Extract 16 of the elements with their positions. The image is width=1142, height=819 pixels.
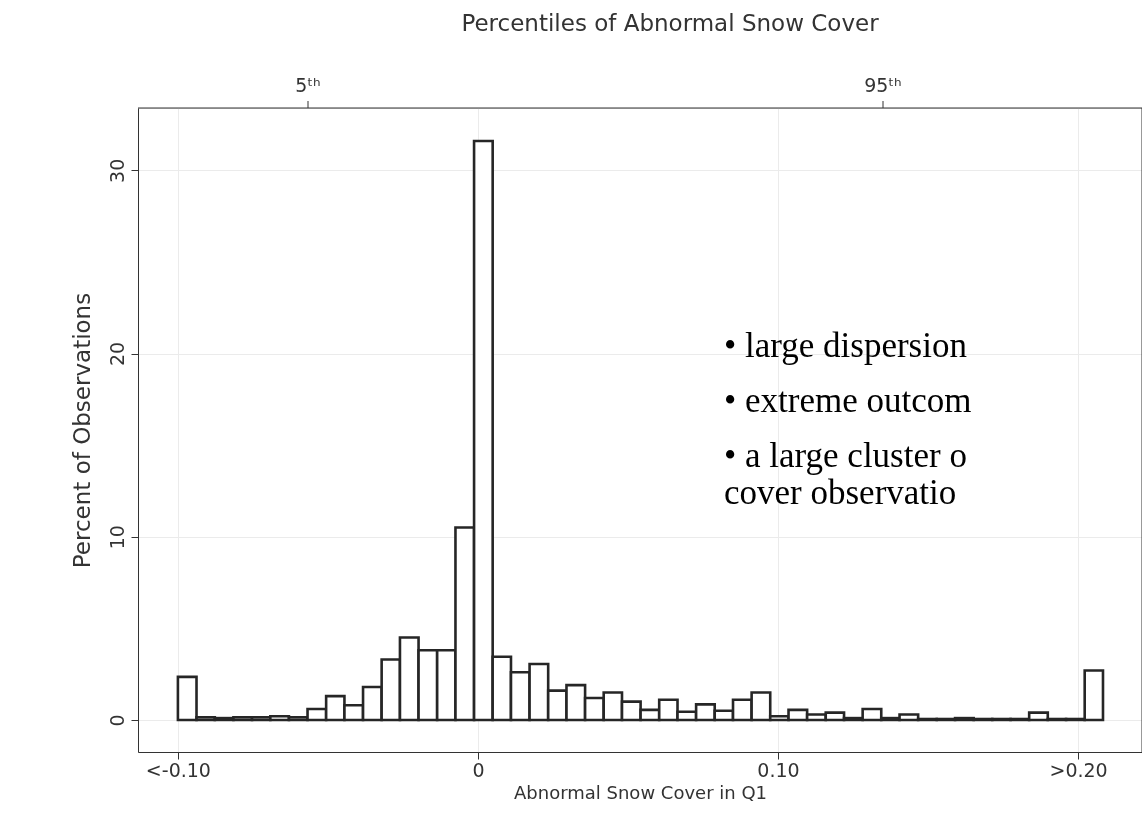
text: 95ᵗʰ (864, 74, 902, 96)
annotation: • a large cluster o (724, 436, 967, 475)
y-tick-label: 20 (105, 341, 128, 367)
y-tick-label: 30 (105, 158, 128, 183)
x-tick-label: 0 (472, 758, 485, 781)
x-tick-label: <-0.10 (145, 758, 211, 781)
x-tick-label: >0.20 (1049, 758, 1108, 781)
x-axis-title: Abnormal Snow Cover in Q1 (513, 781, 768, 803)
annotation: • large dispersion (724, 326, 967, 365)
y-tick-label: 10 (105, 525, 128, 550)
text: Percentiles of Abnormal Snow Cover (461, 10, 880, 36)
y-tick-label: 0 (105, 714, 128, 727)
x-tick-label: 0.10 (757, 758, 800, 781)
y-axis-title: Percent of Observations (68, 292, 95, 569)
annotation: • extreme outcom (724, 381, 972, 420)
text: 5ᵗʰ (295, 74, 321, 96)
